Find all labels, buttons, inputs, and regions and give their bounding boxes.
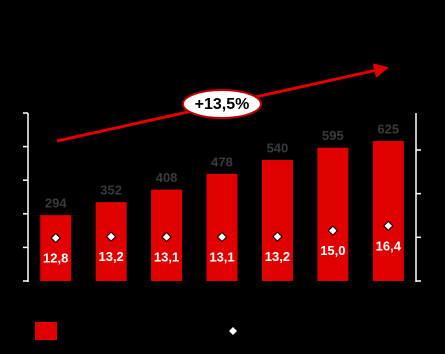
bar [40, 215, 72, 281]
y2-tick-label: 0 [424, 276, 430, 287]
bar-label: 408 [156, 170, 178, 185]
bar-label: 625 [377, 121, 399, 136]
y2-tick-label: 26 [424, 188, 436, 199]
value-label: 15,0 [320, 243, 345, 258]
bar-label: 294 [45, 196, 67, 211]
legend-marker [229, 327, 237, 335]
value-label: 13,2 [265, 249, 290, 264]
bar-label: 478 [211, 154, 233, 169]
bar-label: 352 [100, 183, 122, 198]
marker [50, 232, 61, 244]
y2-tick-label: 39 [424, 145, 436, 156]
marker [105, 231, 117, 242]
marker [327, 225, 339, 236]
marker [216, 231, 228, 243]
value-label: 13,1 [209, 249, 234, 264]
bar [261, 160, 293, 281]
bar [206, 173, 238, 281]
bar-label: 540 [267, 140, 289, 155]
value-label: 13,1 [154, 249, 179, 264]
annotation-bubble [182, 89, 262, 119]
y-tick-label: 150 [3, 242, 20, 253]
legend-swatch [35, 322, 57, 340]
bar-label: 595 [322, 128, 344, 143]
y-tick-label: 300 [3, 208, 20, 219]
value-label: 12,8 [43, 250, 68, 265]
y-tick-label: 750 [3, 108, 20, 119]
y-tick-label: 0 [14, 276, 20, 287]
y-tick-label: 450 [3, 175, 20, 186]
value-label: 13,2 [98, 249, 123, 264]
annotation: +13,5% [195, 96, 250, 113]
y-tick-label: 600 [3, 141, 20, 152]
marker [383, 220, 394, 232]
bar [317, 147, 349, 281]
marker [272, 231, 283, 242]
y2-tick-label: 13 [424, 232, 436, 243]
bar [372, 141, 404, 281]
value-label: 16,4 [376, 238, 402, 253]
marker [161, 231, 172, 243]
